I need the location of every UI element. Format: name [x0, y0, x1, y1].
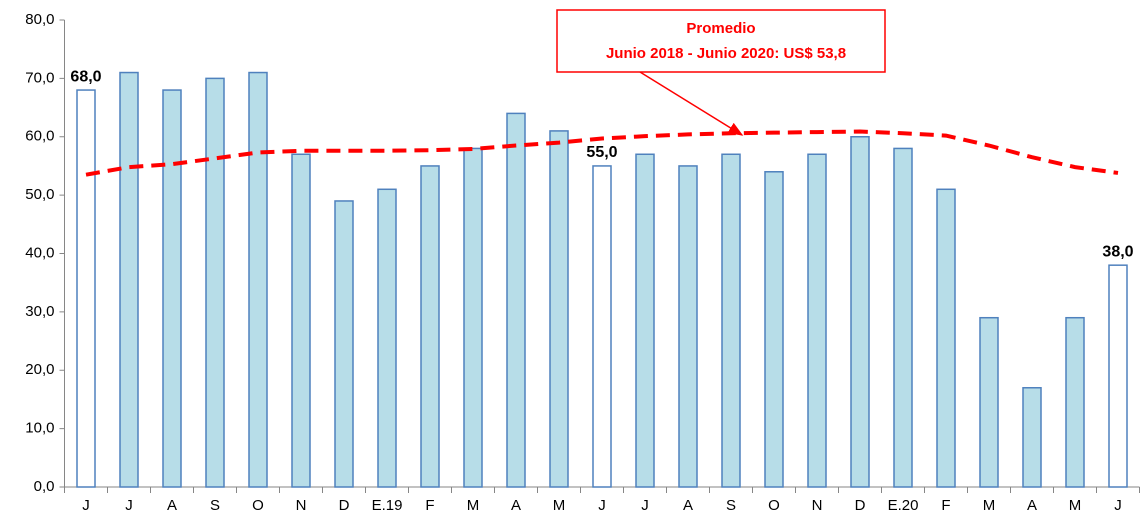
bar	[635, 153, 655, 488]
x-tick-label: F	[425, 497, 434, 514]
bar	[119, 71, 139, 488]
annotation-box	[556, 9, 886, 73]
value-label: 55,0	[586, 144, 617, 161]
x-tick-label: J	[1114, 497, 1122, 514]
annotation-title: Promedio	[686, 20, 755, 37]
x-tick-label: E.19	[372, 497, 403, 514]
y-tick-label: 80,0	[25, 11, 54, 28]
x-tick-label: J	[82, 497, 90, 514]
x-tick-label: F	[941, 497, 950, 514]
y-tick-label: 40,0	[25, 244, 54, 261]
bar	[334, 200, 354, 488]
x-tick-label: S	[726, 497, 736, 514]
bar	[807, 153, 827, 488]
x-tick-label: A	[167, 497, 177, 514]
bar	[979, 316, 999, 488]
y-tick-label: 30,0	[25, 303, 54, 320]
y-tick-label: 0,0	[34, 478, 55, 495]
x-tick-label: S	[210, 497, 220, 514]
x-tick-label: E.20	[888, 497, 919, 514]
bar	[678, 165, 698, 488]
bar	[420, 165, 440, 488]
x-tick-label: D	[855, 497, 866, 514]
bar	[1065, 316, 1085, 488]
bar	[248, 71, 268, 488]
x-tick-label: J	[598, 497, 606, 514]
x-tick-label: J	[125, 497, 133, 514]
annotation-arrow	[639, 71, 744, 136]
bar	[162, 89, 182, 488]
bar	[291, 153, 311, 488]
bar	[721, 153, 741, 488]
x-tick-label: M	[983, 497, 996, 514]
y-tick-label: 20,0	[25, 361, 54, 378]
bar	[1108, 264, 1128, 488]
y-tick-label: 10,0	[25, 420, 54, 437]
x-tick-label: O	[768, 497, 780, 514]
x-tick-label: M	[553, 497, 566, 514]
y-tick-label: 70,0	[25, 69, 54, 86]
bar	[377, 188, 397, 488]
trend-line	[85, 129, 1119, 177]
x-tick-label: N	[296, 497, 307, 514]
bar	[463, 147, 483, 488]
x-tick-label: J	[641, 497, 649, 514]
x-tick-label: N	[812, 497, 823, 514]
value-label: 68,0	[70, 68, 101, 85]
y-tick-label: 50,0	[25, 186, 54, 203]
y-tick-label: 60,0	[25, 128, 54, 145]
bar	[893, 147, 913, 488]
bar	[936, 188, 956, 488]
bar	[592, 165, 612, 488]
x-tick-label: A	[511, 497, 521, 514]
x-tick-label: A	[683, 497, 693, 514]
bar	[205, 77, 225, 488]
annotation-text: Junio 2018 - Junio 2020: US$ 53,8	[606, 45, 846, 62]
bar	[850, 136, 870, 488]
bar	[549, 130, 569, 488]
x-tick-label: A	[1027, 497, 1037, 514]
value-label: 38,0	[1102, 243, 1133, 260]
x-tick-label: M	[1069, 497, 1082, 514]
bar	[506, 112, 526, 488]
bar	[764, 171, 784, 488]
x-tick-label: O	[252, 497, 264, 514]
x-tick-label: M	[467, 497, 480, 514]
x-tick-label: D	[339, 497, 350, 514]
bar	[1022, 387, 1042, 488]
bar	[76, 89, 96, 488]
